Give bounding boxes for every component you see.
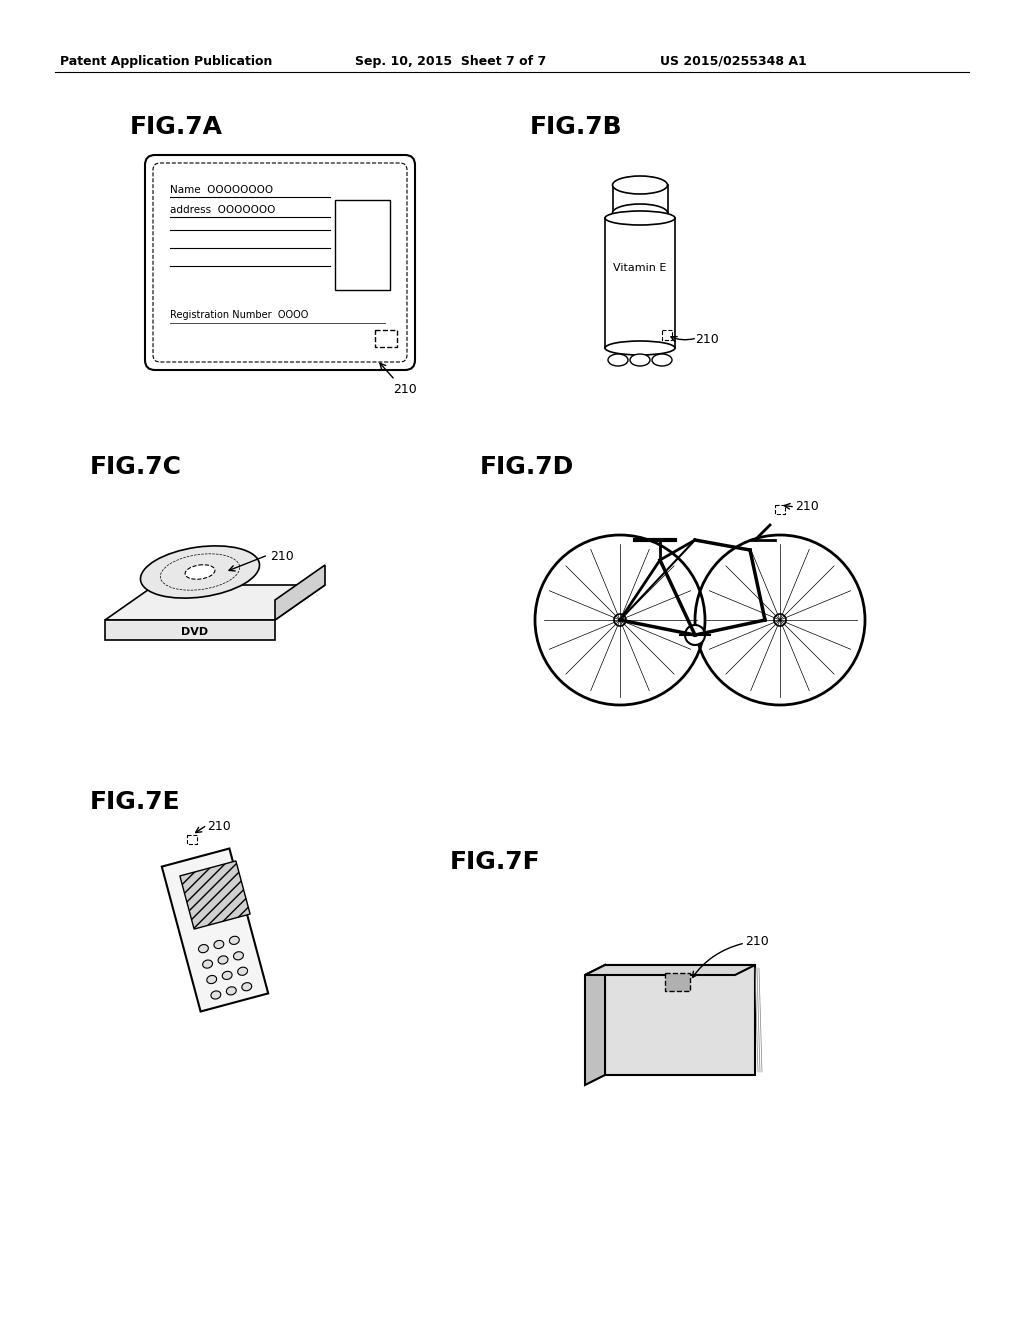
Ellipse shape bbox=[605, 211, 675, 224]
Bar bbox=[605, 218, 675, 348]
Ellipse shape bbox=[199, 945, 208, 953]
Ellipse shape bbox=[652, 354, 672, 366]
Text: Sep. 10, 2015  Sheet 7 of 7: Sep. 10, 2015 Sheet 7 of 7 bbox=[355, 55, 546, 69]
Text: FIG.7A: FIG.7A bbox=[130, 115, 223, 139]
Ellipse shape bbox=[242, 982, 252, 991]
Text: Registration Number  OOOO: Registration Number OOOO bbox=[170, 310, 308, 319]
Ellipse shape bbox=[207, 975, 217, 983]
Ellipse shape bbox=[605, 341, 675, 355]
Ellipse shape bbox=[211, 991, 221, 999]
FancyBboxPatch shape bbox=[145, 154, 415, 370]
Ellipse shape bbox=[612, 176, 668, 194]
Ellipse shape bbox=[238, 968, 248, 975]
Polygon shape bbox=[105, 620, 275, 640]
Text: 210: 210 bbox=[695, 333, 719, 346]
Polygon shape bbox=[180, 861, 250, 929]
Text: DVD: DVD bbox=[181, 627, 209, 638]
Ellipse shape bbox=[608, 354, 628, 366]
Ellipse shape bbox=[185, 565, 215, 579]
Bar bbox=[187, 836, 197, 843]
Polygon shape bbox=[105, 585, 325, 620]
Ellipse shape bbox=[226, 987, 237, 995]
Bar bbox=[775, 506, 785, 513]
Text: FIG.7E: FIG.7E bbox=[90, 789, 180, 814]
Circle shape bbox=[774, 614, 786, 626]
Bar bbox=[662, 330, 672, 341]
Text: FIG.7F: FIG.7F bbox=[450, 850, 541, 874]
Ellipse shape bbox=[630, 354, 650, 366]
FancyBboxPatch shape bbox=[665, 973, 690, 991]
Text: FIG.7B: FIG.7B bbox=[530, 115, 623, 139]
FancyBboxPatch shape bbox=[605, 965, 755, 1074]
Text: FIG.7D: FIG.7D bbox=[480, 455, 574, 479]
Bar bbox=[335, 201, 390, 290]
Text: address  OOOOOOO: address OOOOOOO bbox=[170, 205, 275, 215]
Polygon shape bbox=[585, 965, 755, 975]
Ellipse shape bbox=[214, 940, 224, 949]
Bar bbox=[613, 185, 668, 213]
Text: 210: 210 bbox=[393, 383, 417, 396]
Text: 210: 210 bbox=[745, 935, 769, 948]
Polygon shape bbox=[585, 965, 605, 1085]
Text: Patent Application Publication: Patent Application Publication bbox=[60, 55, 272, 69]
Ellipse shape bbox=[612, 205, 668, 222]
Text: 210: 210 bbox=[207, 820, 230, 833]
Polygon shape bbox=[275, 565, 325, 620]
Text: US 2015/0255348 A1: US 2015/0255348 A1 bbox=[660, 55, 807, 69]
Text: 210: 210 bbox=[270, 550, 294, 564]
Text: FIG.7C: FIG.7C bbox=[90, 455, 182, 479]
Polygon shape bbox=[162, 849, 268, 1011]
Text: Vitamin E: Vitamin E bbox=[613, 263, 667, 273]
Text: 210: 210 bbox=[795, 500, 819, 513]
Ellipse shape bbox=[222, 972, 232, 979]
Text: Name  OOOOOOOO: Name OOOOOOOO bbox=[170, 185, 273, 195]
Circle shape bbox=[685, 624, 705, 645]
Ellipse shape bbox=[203, 960, 213, 968]
Ellipse shape bbox=[233, 952, 244, 960]
Ellipse shape bbox=[218, 956, 228, 964]
Ellipse shape bbox=[140, 546, 259, 598]
Ellipse shape bbox=[229, 936, 240, 944]
Circle shape bbox=[614, 614, 626, 626]
